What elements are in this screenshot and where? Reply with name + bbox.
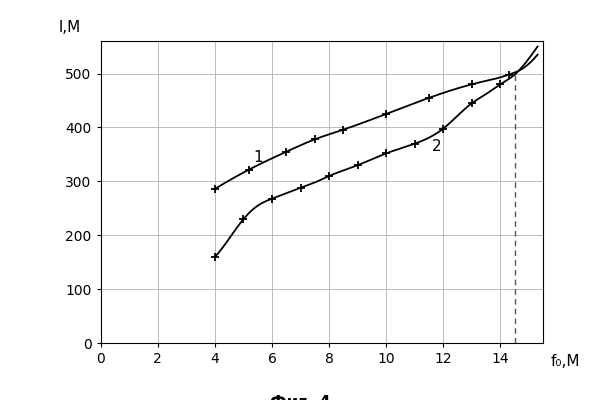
Text: Фиг. 4: Фиг. 4 bbox=[269, 394, 331, 400]
Text: 1: 1 bbox=[253, 150, 263, 165]
X-axis label: f₀,М: f₀,М bbox=[551, 354, 580, 369]
Text: 2: 2 bbox=[432, 139, 442, 154]
Y-axis label: l,М: l,М bbox=[59, 20, 81, 35]
